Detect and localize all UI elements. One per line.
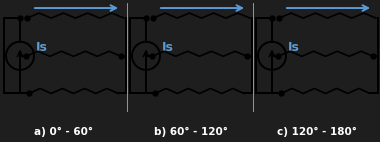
Text: b) 60° - 120°: b) 60° - 120° — [154, 127, 228, 137]
Text: c) 120° - 180°: c) 120° - 180° — [277, 127, 357, 137]
Text: Is: Is — [288, 41, 300, 54]
Text: Is: Is — [162, 41, 174, 54]
Text: a) 0° - 60°: a) 0° - 60° — [33, 127, 92, 137]
Text: Is: Is — [36, 41, 48, 54]
